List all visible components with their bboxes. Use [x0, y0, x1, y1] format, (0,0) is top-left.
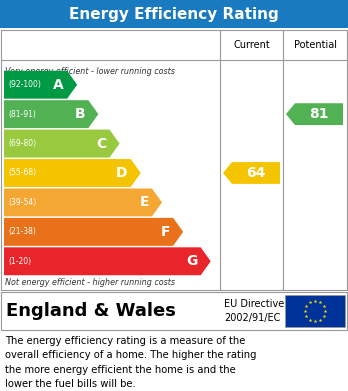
Text: The energy efficiency rating is a measure of the
overall efficiency of a home. T: The energy efficiency rating is a measur… [5, 336, 256, 389]
Text: (21-38): (21-38) [8, 227, 36, 236]
Text: F: F [161, 225, 170, 239]
Polygon shape [4, 129, 120, 158]
Polygon shape [223, 162, 280, 184]
Text: Energy Efficiency Rating: Energy Efficiency Rating [69, 7, 279, 22]
Text: Not energy efficient - higher running costs: Not energy efficient - higher running co… [5, 278, 175, 287]
Bar [1, 292, 347, 330]
Text: 81: 81 [309, 107, 329, 121]
Polygon shape [4, 188, 162, 216]
Text: (39-54): (39-54) [8, 198, 36, 207]
Text: (92-100): (92-100) [8, 80, 41, 89]
Bar [285, 295, 345, 327]
Text: EU Directive
2002/91/EC: EU Directive 2002/91/EC [224, 300, 284, 323]
Bar [0, 0, 348, 28]
Polygon shape [4, 159, 141, 187]
Text: C: C [96, 136, 106, 151]
Text: Very energy efficient - lower running costs: Very energy efficient - lower running co… [5, 67, 175, 76]
Bar [1, 30, 347, 290]
Text: Potential: Potential [294, 40, 337, 50]
Text: 64: 64 [246, 166, 266, 180]
Text: E: E [140, 196, 149, 210]
Polygon shape [286, 103, 343, 125]
Text: (81-91): (81-91) [8, 109, 36, 118]
Text: D: D [116, 166, 128, 180]
Text: B: B [75, 107, 85, 121]
Polygon shape [4, 100, 98, 128]
Text: A: A [53, 78, 64, 92]
Polygon shape [4, 248, 211, 275]
Text: (55-68): (55-68) [8, 169, 36, 178]
Text: G: G [186, 254, 198, 268]
Polygon shape [4, 218, 183, 246]
Text: Current: Current [233, 40, 270, 50]
Text: (1-20): (1-20) [8, 257, 31, 266]
Polygon shape [4, 71, 77, 99]
Text: (69-80): (69-80) [8, 139, 36, 148]
Text: England & Wales: England & Wales [6, 302, 176, 320]
